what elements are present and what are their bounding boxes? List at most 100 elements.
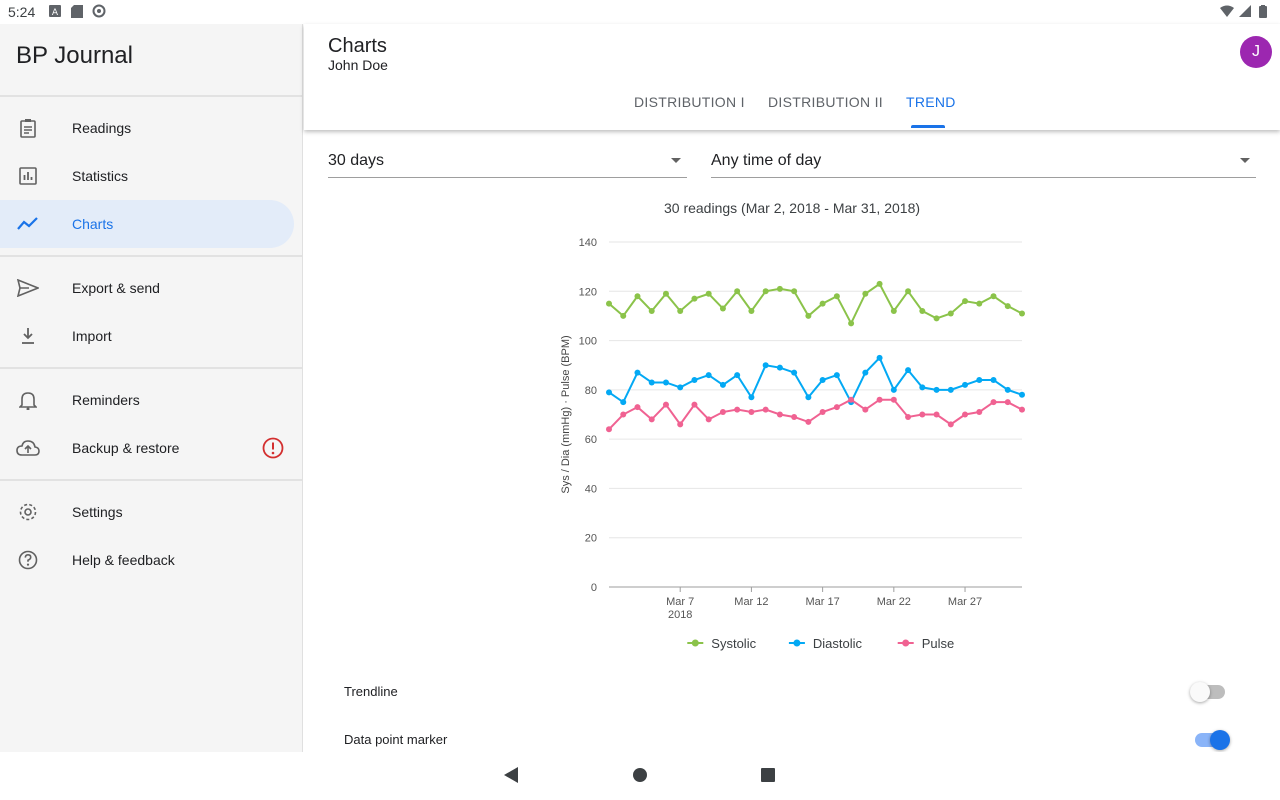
systolic-point xyxy=(862,290,869,297)
avatar[interactable]: J xyxy=(1240,36,1272,68)
pulse-point xyxy=(905,413,912,420)
systolic-point xyxy=(848,320,855,327)
pulse-point xyxy=(933,411,940,418)
diastolic-point xyxy=(990,377,997,383)
trend-chart: 0 20 40 60 80 100 120 140 Sys / Dia (mmHg) · Pul… xyxy=(560,237,1025,651)
app-title: BP Journal xyxy=(16,42,133,69)
diastolic-point xyxy=(947,386,954,393)
systolic-point xyxy=(705,290,712,297)
pulse-point xyxy=(962,411,969,418)
systolic-point xyxy=(791,288,798,295)
pulse-line xyxy=(608,398,1023,430)
bell-icon xyxy=(16,388,40,412)
trendline-switch[interactable] xyxy=(1190,680,1226,704)
y-axis-label: Sys / Dia (mmHg) · Pulse (BPM) xyxy=(560,335,572,493)
diastolic-point xyxy=(620,399,627,406)
sd-card-icon xyxy=(70,4,84,18)
tab-distribution-2[interactable]: DISTRIBUTION II xyxy=(768,94,883,110)
pulse-point xyxy=(705,416,712,423)
pulse-point xyxy=(919,411,926,418)
time-of-day-select[interactable]: Any time of day xyxy=(711,146,1256,178)
warning-icon xyxy=(262,437,284,459)
systolic-point xyxy=(905,288,912,295)
wifi-icon xyxy=(1220,4,1234,18)
pulse-point xyxy=(648,416,655,423)
sidebar-item-import[interactable]: Import xyxy=(0,312,294,360)
sidebar-item-backup[interactable]: Backup & restore xyxy=(0,424,294,472)
systolic-point xyxy=(691,295,698,302)
pulse-point xyxy=(990,399,997,406)
sidebar-item-label: Charts xyxy=(72,216,114,232)
range-select[interactable]: 30 days xyxy=(328,146,687,178)
systolic-point xyxy=(919,308,926,314)
sidebar-item-export[interactable]: Export & send xyxy=(0,264,294,312)
y-tick-label: 100 xyxy=(579,336,597,348)
trendline-option: Trendline xyxy=(344,672,1244,712)
sidebar-item-charts[interactable]: Charts xyxy=(0,200,294,248)
pulse-legend-marker xyxy=(902,639,910,647)
switch-thumb xyxy=(1210,730,1230,750)
recents-button[interactable] xyxy=(759,766,779,786)
diastolic-point xyxy=(890,386,897,393)
systolic-point xyxy=(776,285,783,292)
pulse-point xyxy=(762,406,769,413)
pulse-point xyxy=(734,406,741,413)
pulse-point xyxy=(606,426,612,433)
systolic-point xyxy=(606,300,612,307)
systolic-point xyxy=(890,308,897,314)
sidebar-item-help[interactable]: Help & feedback xyxy=(0,536,294,584)
tab-distribution-1[interactable]: DISTRIBUTION I xyxy=(634,94,745,110)
diastolic-point xyxy=(677,384,684,391)
sidebar-item-reminders[interactable]: Reminders xyxy=(0,376,294,424)
trending-icon xyxy=(16,212,40,236)
diastolic-point xyxy=(833,372,840,379)
data-point-marker-switch[interactable] xyxy=(1194,728,1230,752)
sidebar-item-settings[interactable]: Settings xyxy=(0,488,294,536)
page-subtitle: John Doe xyxy=(328,57,388,73)
diastolic-point xyxy=(819,377,826,383)
cloud-upload-icon xyxy=(16,436,40,460)
y-tick-label: 60 xyxy=(585,434,597,446)
divider xyxy=(0,95,302,97)
pulse-point xyxy=(890,396,897,403)
pulse-point xyxy=(862,406,869,413)
systolic-legend-label: Systolic xyxy=(711,636,756,651)
y-tick-label: 120 xyxy=(579,286,597,298)
systolic-point xyxy=(748,308,755,314)
diastolic-line xyxy=(608,356,1023,405)
home-button[interactable] xyxy=(631,766,651,786)
systolic-line xyxy=(608,282,1023,326)
pulse-point xyxy=(719,409,726,416)
notification-a-icon: A xyxy=(48,4,62,18)
sidebar-item-readings[interactable]: Readings xyxy=(0,104,294,152)
app-bar: Charts John Doe J DISTRIBUTION I DISTRIB… xyxy=(304,24,1280,130)
pulse-point xyxy=(976,409,983,416)
sync-circle-icon xyxy=(92,4,106,18)
diastolic-point xyxy=(805,394,812,401)
systolic-point xyxy=(634,293,641,300)
pulse-point xyxy=(1004,399,1011,406)
pulse-point xyxy=(634,404,641,411)
x-tick-label: Mar 12 xyxy=(734,596,768,608)
divider xyxy=(0,255,302,257)
main-content: Charts John Doe J DISTRIBUTION I DISTRIB… xyxy=(304,24,1280,752)
pulse-point xyxy=(662,401,669,408)
pulse-point xyxy=(947,421,954,428)
divider xyxy=(0,479,302,481)
back-button[interactable] xyxy=(502,766,522,786)
x-tick-label: Mar 22 xyxy=(877,596,911,608)
systolic-point xyxy=(719,305,726,312)
sidebar-item-label: Reminders xyxy=(72,392,140,408)
svg-text:A: A xyxy=(52,8,59,17)
bar-chart-icon xyxy=(16,164,40,188)
systolic-point xyxy=(947,310,954,317)
sidebar-item-label: Help & feedback xyxy=(72,552,175,568)
tab-trend[interactable]: TREND xyxy=(906,94,956,110)
pulse-point xyxy=(1019,406,1025,413)
sidebar-item-label: Settings xyxy=(72,504,123,520)
sidebar-item-statistics[interactable]: Statistics xyxy=(0,152,294,200)
diastolic-point xyxy=(905,367,912,374)
systolic-point xyxy=(962,298,969,305)
diastolic-point xyxy=(933,386,940,393)
diastolic-point xyxy=(606,389,612,396)
